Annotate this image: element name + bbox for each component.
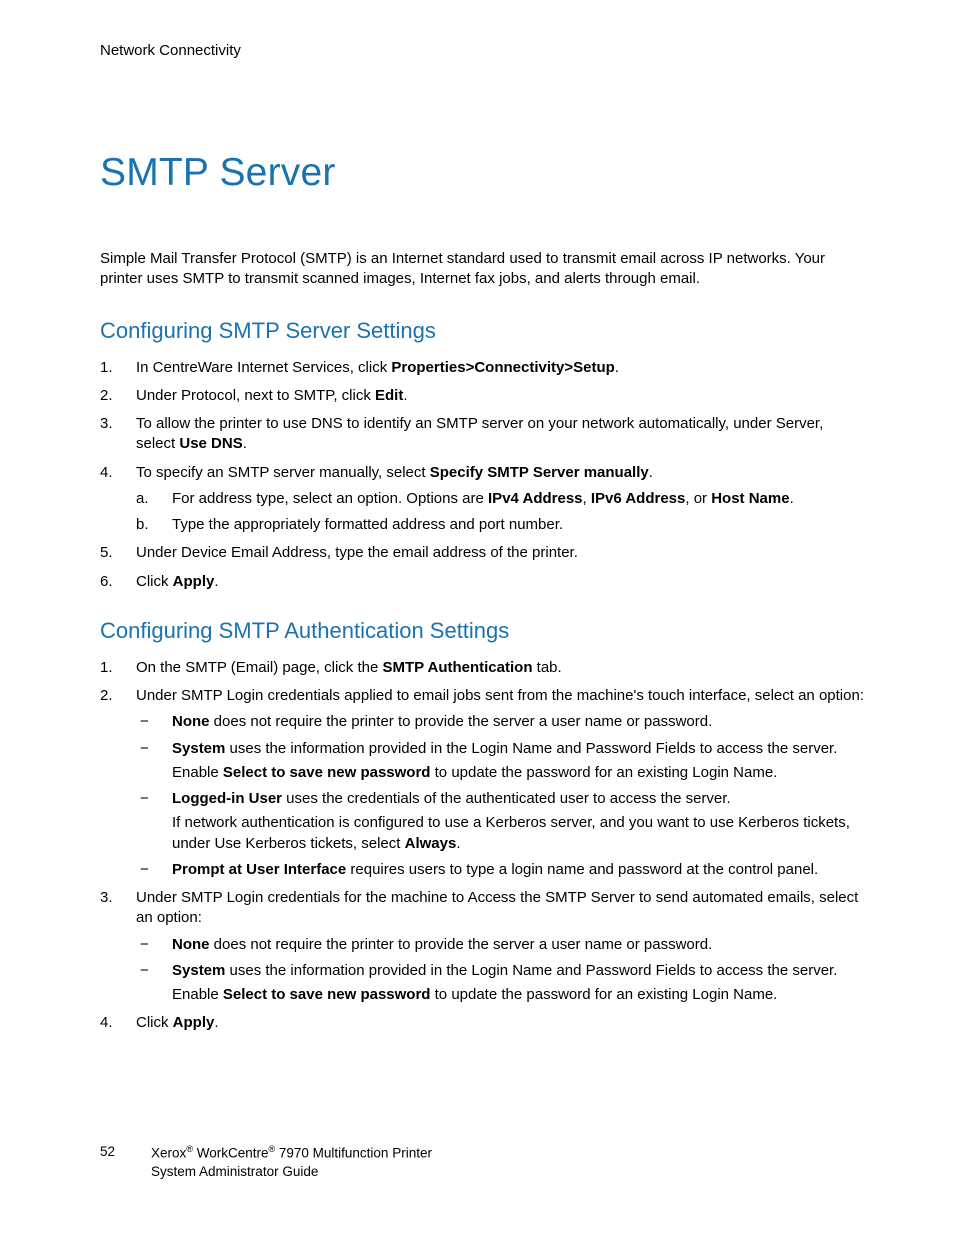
bold-text: None	[172, 936, 210, 953]
product: WorkCentre	[193, 1146, 269, 1161]
text: Click	[136, 573, 173, 590]
section-heading: Configuring SMTP Authentication Settings	[100, 618, 864, 644]
list-item: Type the appropriately formatted address…	[136, 515, 864, 535]
running-header: Network Connectivity	[100, 42, 864, 59]
text: does not require the printer to provide …	[210, 713, 713, 730]
list-item: Under Protocol, next to SMTP, click Edit…	[100, 386, 864, 406]
text: Enable	[172, 986, 223, 1003]
bold-text: IPv4 Address	[488, 490, 583, 507]
list-item: On the SMTP (Email) page, click the SMTP…	[100, 658, 864, 678]
list-item: In CentreWare Internet Services, click P…	[100, 358, 864, 378]
sub-paragraph: Enable Select to save new password to up…	[172, 763, 864, 783]
text: tab.	[532, 659, 561, 676]
text: Click	[136, 1014, 173, 1031]
bold-text: Select to save new password	[223, 986, 431, 1003]
page-number: 52	[100, 1143, 115, 1161]
bold-text: Specify SMTP Server manually	[430, 464, 649, 481]
bold-text: SMTP Authentication	[382, 659, 532, 676]
text: .	[649, 464, 653, 481]
list-item: Under Device Email Address, type the ema…	[100, 543, 864, 563]
bold-text: Prompt at User Interface	[172, 861, 346, 878]
text: Under Protocol, next to SMTP, click	[136, 387, 375, 404]
bold-text: Logged-in User	[172, 790, 282, 807]
bold-text: Edit	[375, 387, 403, 404]
document-page: Network Connectivity SMTP Server Simple …	[0, 0, 954, 1235]
text: .	[214, 573, 218, 590]
footer-text: Xerox® WorkCentre® 7970 Multifunction Pr…	[151, 1143, 432, 1181]
sub-paragraph: Enable Select to save new password to up…	[172, 985, 864, 1005]
list-item: Under SMTP Login credentials applied to …	[100, 686, 864, 880]
text: to update the password for an existing L…	[430, 764, 777, 781]
text: To specify an SMTP server manually, sele…	[136, 464, 430, 481]
bold-text: System	[172, 740, 225, 757]
bold-text: System	[172, 962, 225, 979]
list-item: Click Apply.	[100, 1013, 864, 1033]
bold-text: Properties>Connectivity>Setup	[391, 359, 614, 376]
ordered-list: In CentreWare Internet Services, click P…	[100, 358, 864, 592]
list-item: For address type, select an option. Opti…	[136, 489, 864, 509]
page-footer: 52 Xerox® WorkCentre® 7970 Multifunction…	[100, 1143, 432, 1181]
list-item: None does not require the printer to pro…	[136, 712, 864, 732]
list-item: None does not require the printer to pro…	[136, 935, 864, 955]
text: .	[615, 359, 619, 376]
text: .	[214, 1014, 218, 1031]
section-heading: Configuring SMTP Server Settings	[100, 318, 864, 344]
text: Under SMTP Login credentials for the mac…	[136, 889, 858, 926]
text: On the SMTP (Email) page, click the	[136, 659, 382, 676]
text: uses the information provided in the Log…	[225, 740, 837, 757]
list-item: Click Apply.	[100, 572, 864, 592]
text: Enable	[172, 764, 223, 781]
text: Under SMTP Login credentials applied to …	[136, 687, 864, 704]
text: , or	[685, 490, 711, 507]
list-item: To specify an SMTP server manually, sele…	[100, 463, 864, 536]
text: .	[243, 435, 247, 452]
list-item: System uses the information provided in …	[136, 961, 864, 1006]
bold-text: None	[172, 713, 210, 730]
bold-text: Host Name	[711, 490, 789, 507]
bold-text: Apply	[173, 573, 215, 590]
model: 7970 Multifunction Printer	[275, 1146, 432, 1161]
bold-text: Always	[405, 835, 457, 852]
ordered-list: On the SMTP (Email) page, click the SMTP…	[100, 658, 864, 1034]
intro-paragraph: Simple Mail Transfer Protocol (SMTP) is …	[100, 249, 864, 290]
bold-text: IPv6 Address	[591, 490, 686, 507]
list-item: Under SMTP Login credentials for the mac…	[100, 888, 864, 1005]
bold-text: Apply	[173, 1014, 215, 1031]
dash-list: None does not require the printer to pro…	[136, 712, 864, 880]
list-item: To allow the printer to use DNS to ident…	[100, 414, 864, 455]
registered-icon: ®	[186, 1144, 193, 1154]
sub-paragraph: If network authentication is configured …	[172, 813, 864, 854]
text: uses the information provided in the Log…	[225, 962, 837, 979]
text: .	[456, 835, 460, 852]
list-item: System uses the information provided in …	[136, 739, 864, 784]
text: If network authentication is configured …	[172, 814, 850, 851]
text: does not require the printer to provide …	[210, 936, 713, 953]
text: In CentreWare Internet Services, click	[136, 359, 391, 376]
text: ,	[583, 490, 591, 507]
text: to update the password for an existing L…	[430, 986, 777, 1003]
alpha-list: For address type, select an option. Opti…	[136, 489, 864, 536]
bold-text: Use DNS	[179, 435, 242, 452]
bold-text: Select to save new password	[223, 764, 431, 781]
text: requires users to type a login name and …	[346, 861, 818, 878]
text: uses the credentials of the authenticate…	[282, 790, 731, 807]
guide-name: System Administrator Guide	[151, 1164, 318, 1179]
page-title: SMTP Server	[100, 151, 864, 195]
list-item: Prompt at User Interface requires users …	[136, 860, 864, 880]
list-item: Logged-in User uses the credentials of t…	[136, 789, 864, 854]
text: .	[790, 490, 794, 507]
text: .	[403, 387, 407, 404]
brand: Xerox	[151, 1146, 186, 1161]
dash-list: None does not require the printer to pro…	[136, 935, 864, 1006]
text: For address type, select an option. Opti…	[172, 490, 488, 507]
